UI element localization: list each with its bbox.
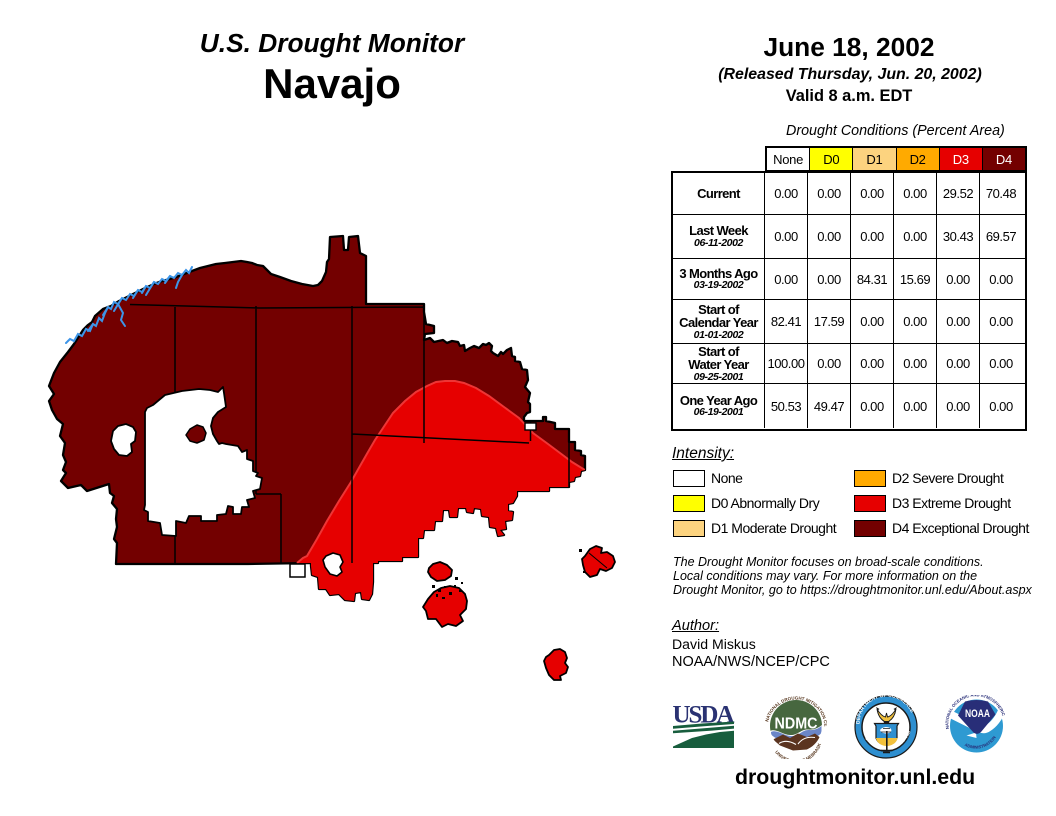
svg-text:NOAA: NOAA (965, 708, 990, 720)
svg-text:NDMC: NDMC (775, 716, 818, 733)
